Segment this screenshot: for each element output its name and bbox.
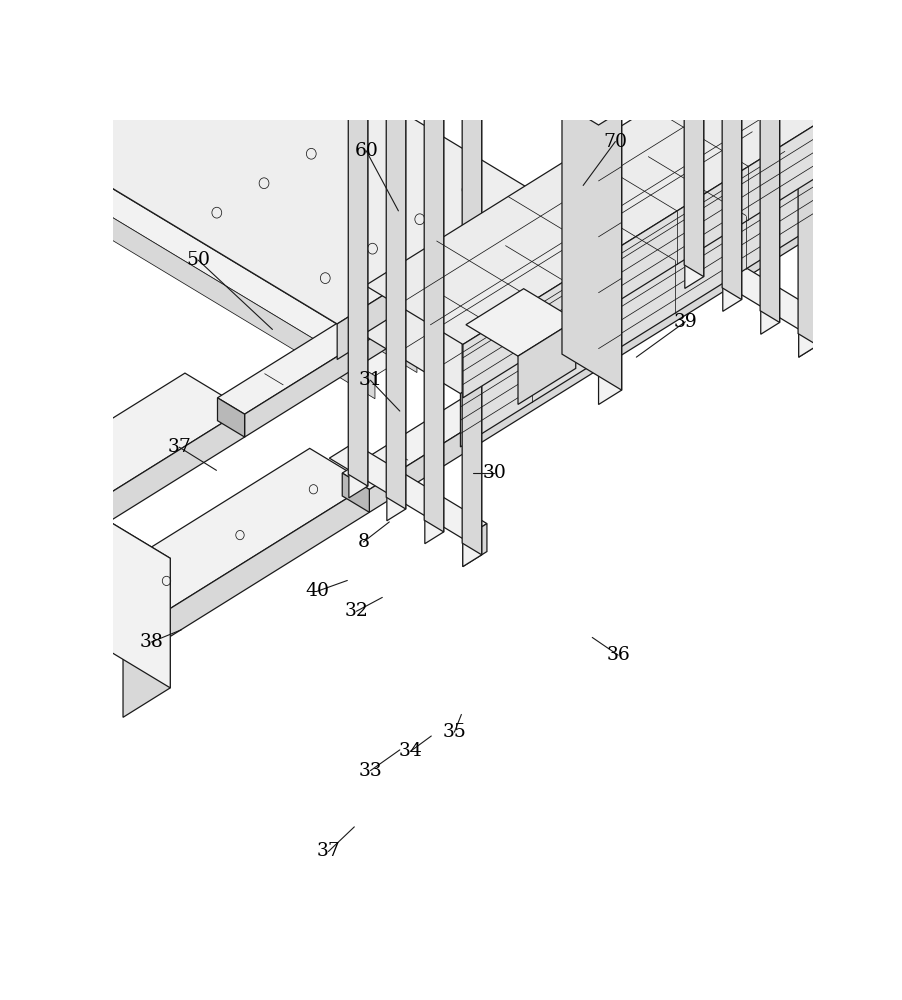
Polygon shape: [424, 37, 443, 532]
Polygon shape: [206, 55, 553, 287]
Polygon shape: [28, 150, 400, 376]
Text: 60: 60: [354, 142, 378, 160]
Text: 8: 8: [357, 533, 369, 551]
Polygon shape: [28, 166, 374, 399]
Polygon shape: [51, 97, 175, 200]
Text: 50: 50: [186, 251, 210, 269]
Polygon shape: [856, 152, 883, 192]
Text: 32: 32: [344, 602, 368, 620]
Polygon shape: [217, 398, 244, 437]
Text: 40: 40: [305, 582, 329, 600]
Polygon shape: [69, 140, 417, 373]
Polygon shape: [217, 77, 759, 414]
Polygon shape: [722, 0, 741, 300]
Polygon shape: [722, 0, 741, 311]
Polygon shape: [798, 0, 816, 357]
Polygon shape: [405, 37, 443, 61]
Polygon shape: [244, 93, 759, 437]
Polygon shape: [329, 0, 367, 15]
Text: 36: 36: [605, 646, 630, 664]
Polygon shape: [698, 34, 902, 220]
Polygon shape: [34, 409, 244, 568]
Circle shape: [57, 612, 85, 643]
Polygon shape: [797, 0, 816, 345]
Polygon shape: [0, 146, 97, 249]
Polygon shape: [443, 60, 481, 84]
Text: 34: 34: [398, 742, 422, 760]
Polygon shape: [660, 11, 902, 188]
Polygon shape: [342, 473, 369, 512]
Polygon shape: [340, 0, 798, 31]
Polygon shape: [164, 65, 537, 291]
Polygon shape: [365, 63, 819, 344]
Polygon shape: [55, 26, 541, 324]
Polygon shape: [538, 75, 621, 125]
Polygon shape: [460, 171, 816, 447]
Text: 39: 39: [673, 313, 696, 331]
Polygon shape: [76, 501, 170, 688]
Polygon shape: [424, 49, 443, 544]
Polygon shape: [99, 448, 369, 615]
Polygon shape: [461, 0, 798, 20]
Text: 35: 35: [442, 723, 465, 741]
Polygon shape: [0, 175, 50, 279]
Polygon shape: [684, 0, 703, 277]
Polygon shape: [0, 132, 120, 221]
Polygon shape: [386, 26, 405, 521]
Polygon shape: [329, 0, 486, 56]
Polygon shape: [665, 234, 822, 329]
Polygon shape: [386, 14, 405, 509]
Polygon shape: [164, 81, 511, 314]
Polygon shape: [824, 0, 902, 164]
Polygon shape: [348, 0, 367, 486]
Polygon shape: [367, 14, 405, 38]
Polygon shape: [759, 0, 778, 334]
Polygon shape: [123, 558, 170, 717]
Polygon shape: [463, 524, 486, 567]
Polygon shape: [206, 39, 579, 265]
Text: 31: 31: [358, 371, 382, 389]
Polygon shape: [445, 0, 756, 16]
Polygon shape: [883, 0, 902, 192]
Polygon shape: [369, 169, 883, 512]
Polygon shape: [363, 112, 816, 394]
Polygon shape: [348, 3, 367, 498]
Polygon shape: [518, 320, 575, 404]
Polygon shape: [39, 99, 249, 279]
Polygon shape: [69, 124, 443, 350]
Polygon shape: [0, 373, 244, 540]
Polygon shape: [29, 501, 170, 588]
Polygon shape: [342, 152, 883, 489]
Polygon shape: [798, 314, 822, 357]
Polygon shape: [80, 64, 227, 154]
Polygon shape: [759, 0, 778, 322]
Polygon shape: [684, 0, 703, 288]
Text: 30: 30: [482, 464, 506, 482]
Polygon shape: [336, 196, 541, 360]
Polygon shape: [486, 0, 798, 69]
Polygon shape: [0, 161, 72, 251]
Polygon shape: [80, 79, 205, 182]
Polygon shape: [463, 72, 481, 567]
Polygon shape: [51, 82, 198, 172]
Polygon shape: [731, 77, 759, 116]
Text: 37: 37: [167, 438, 191, 456]
Polygon shape: [561, 75, 621, 390]
Text: 38: 38: [139, 633, 163, 651]
Polygon shape: [598, 111, 621, 405]
Polygon shape: [486, 0, 798, 41]
Polygon shape: [465, 289, 575, 356]
Polygon shape: [329, 443, 486, 539]
Text: 70: 70: [603, 133, 627, 151]
Text: 37: 37: [316, 842, 340, 860]
Polygon shape: [462, 60, 481, 555]
Text: 33: 33: [358, 762, 382, 780]
Polygon shape: [463, 122, 819, 398]
Polygon shape: [160, 484, 369, 643]
Polygon shape: [463, 41, 486, 84]
Polygon shape: [0, 37, 249, 230]
